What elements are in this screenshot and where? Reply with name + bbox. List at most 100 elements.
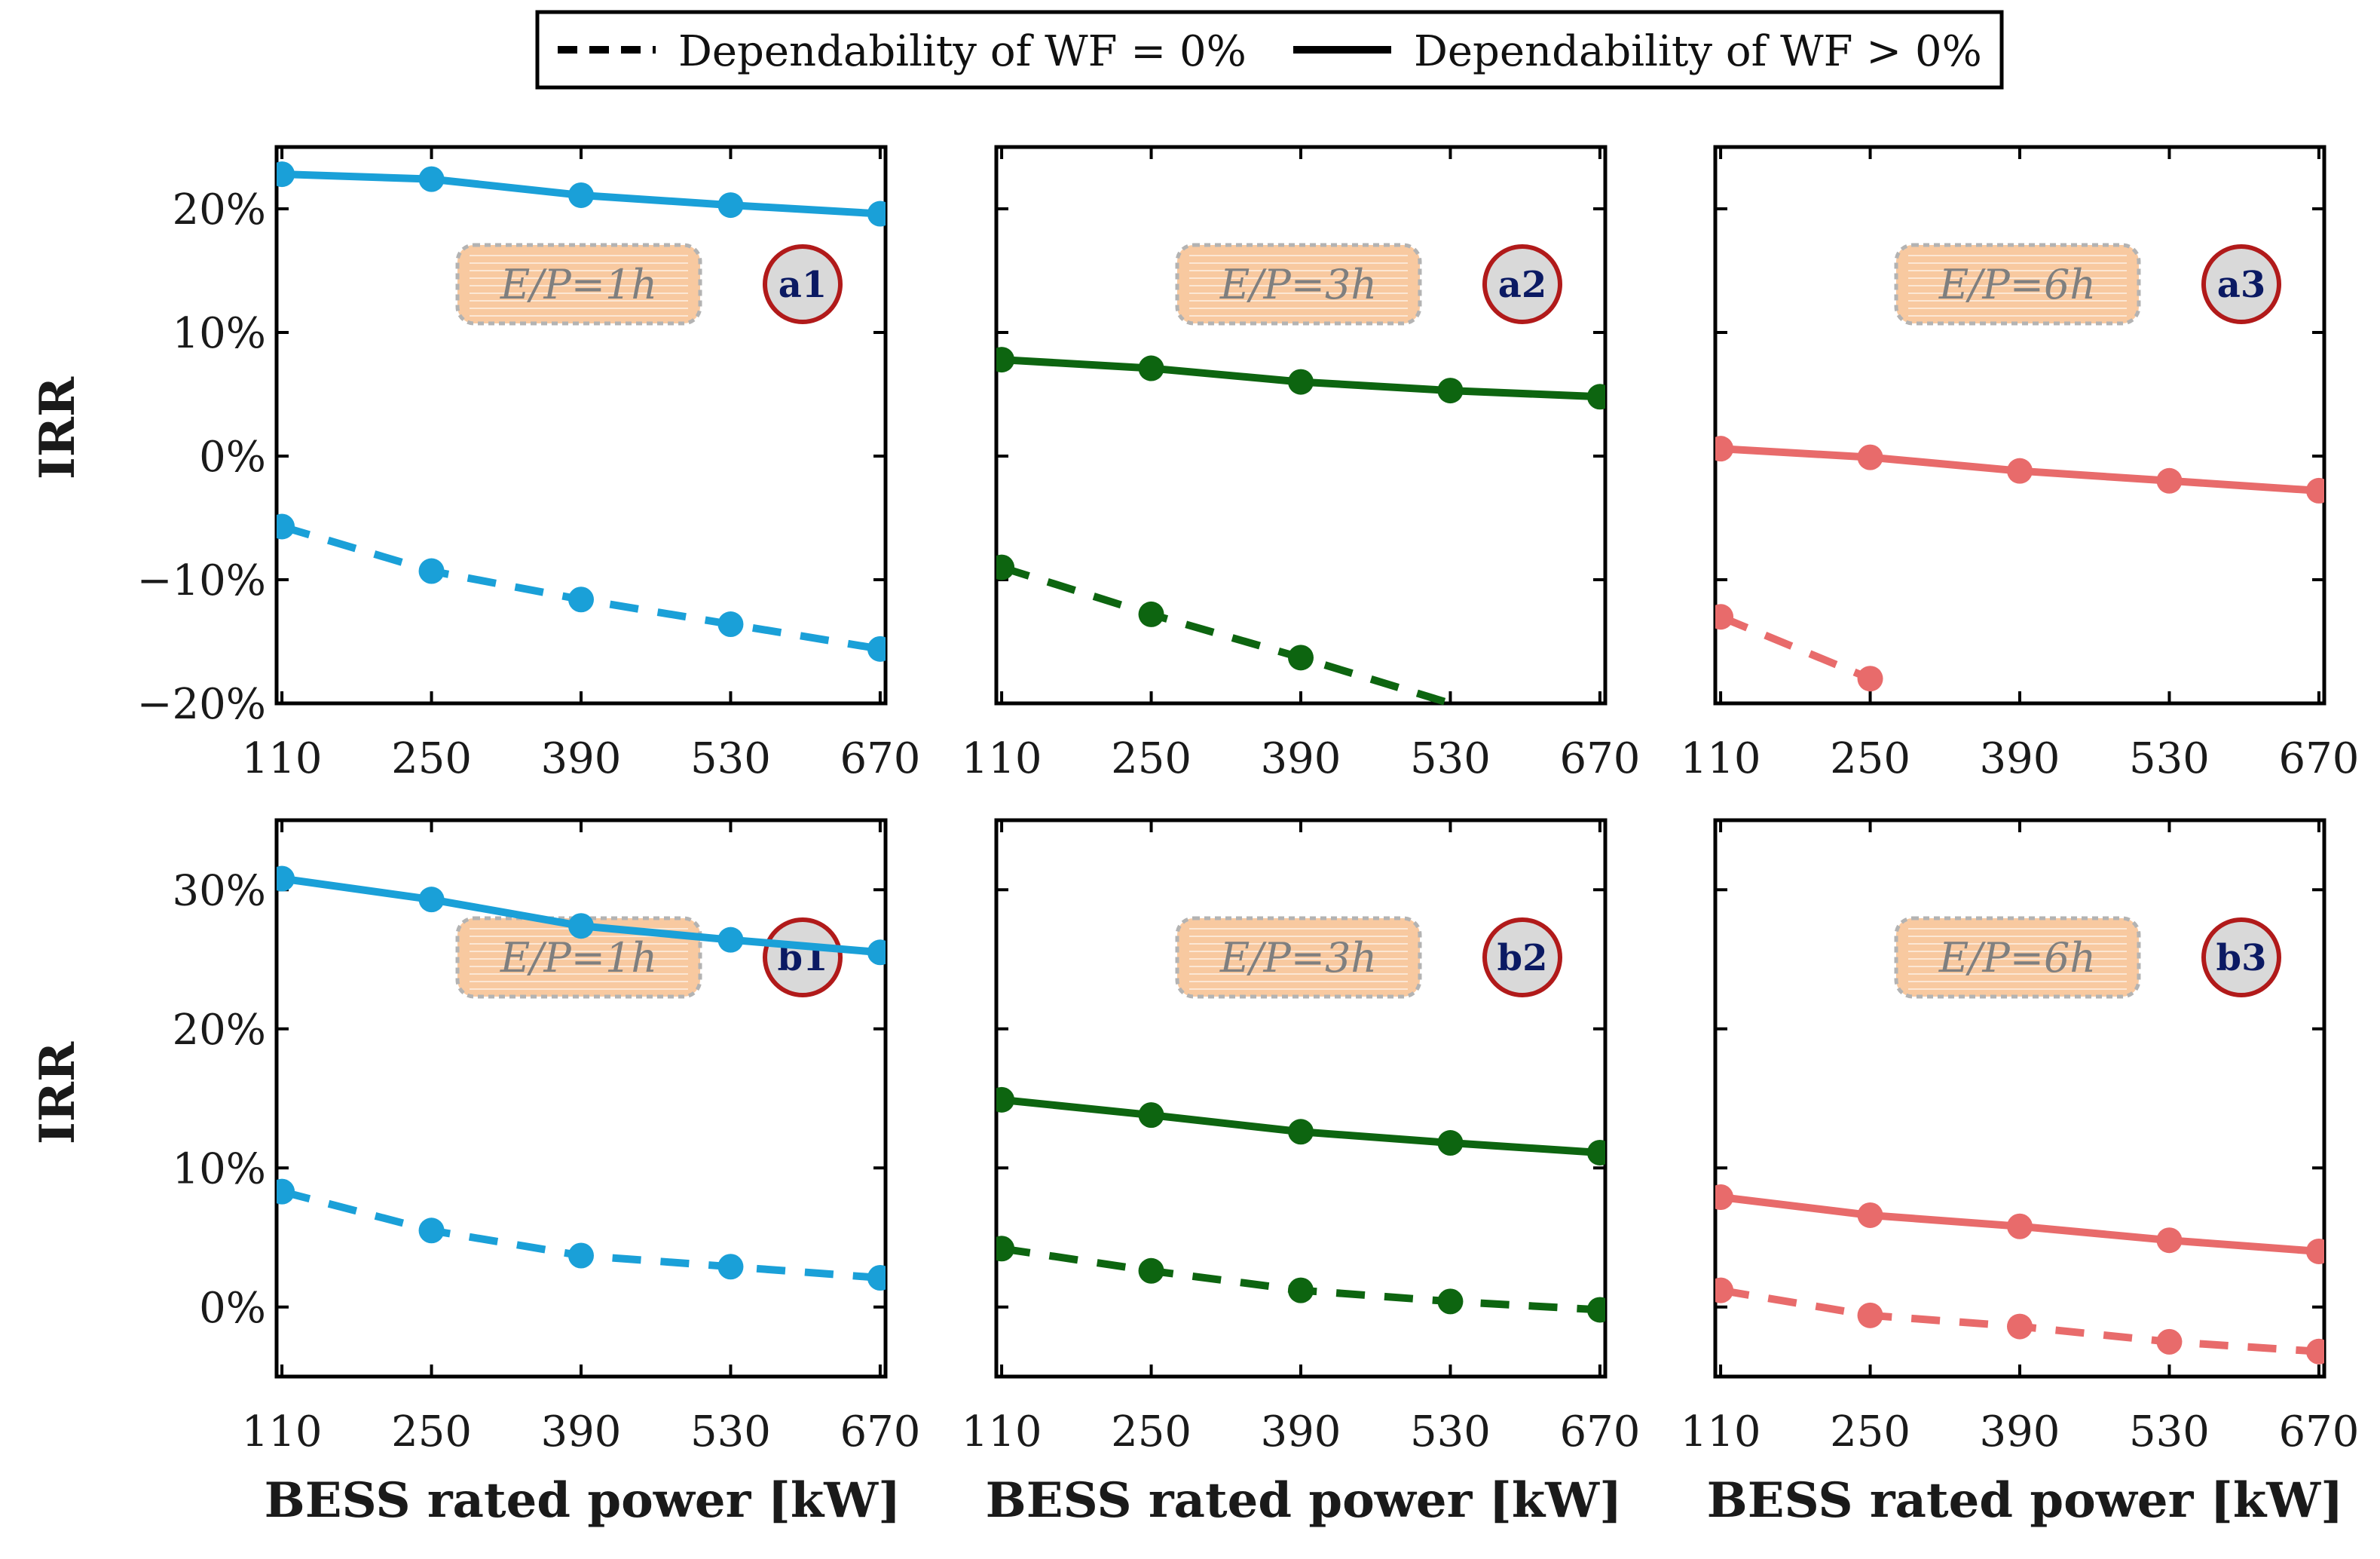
badge-circle: [1482, 917, 1562, 997]
panel-b3: 110 250 390 530 670 E/P=6h b3: [1681, 818, 2359, 1456]
data-point-solid: [867, 201, 886, 227]
panel-b3-frame: [1713, 818, 2326, 1379]
x-axis-label-middle: BESS rated power [kW]: [986, 1472, 1623, 1529]
y-tick-label: 30%: [173, 866, 266, 915]
y-tick-label: −20%: [137, 680, 266, 729]
panel-a2-frame: [994, 145, 1608, 706]
x-tick-label: 670: [840, 734, 920, 783]
data-point-dashed: [996, 1236, 1015, 1262]
badge-label: a1: [779, 264, 827, 306]
badge-circle: [2201, 917, 2281, 997]
panel-b2-ep-box: E/P=3h: [1175, 916, 1422, 999]
y-tick-label: 20%: [173, 185, 266, 234]
x-tick-label: 250: [391, 734, 472, 783]
x-tick-label: 530: [1410, 734, 1491, 783]
data-point-dashed: [418, 558, 445, 584]
badge-circle: [763, 917, 843, 997]
panel-b2-data: [996, 1086, 1605, 1323]
data-point-dashed: [1437, 1288, 1464, 1315]
panel-b1-data: [277, 865, 886, 1291]
ep-box-background: [455, 243, 702, 326]
ep-box-background: [1175, 916, 1422, 999]
data-point-solid: [1437, 1130, 1464, 1156]
data-point-dashed: [1138, 601, 1164, 627]
data-point-solid: [996, 1086, 1015, 1113]
x-tick-label: 530: [690, 734, 771, 783]
data-point-solid: [277, 161, 295, 188]
y-tick-label: 10%: [173, 1144, 266, 1193]
legend: Dependability of WF = 0% Dependability o…: [535, 10, 2004, 90]
ep-label: E/P=6h: [1938, 934, 2096, 982]
x-tick-label: 530: [690, 1407, 771, 1456]
x-tick-label: 250: [1830, 1407, 1910, 1456]
panel-a2-ep-box: E/P=3h: [1175, 243, 1422, 326]
x-tick-label: 250: [1111, 734, 1192, 783]
x-tick-label: 670: [2278, 734, 2359, 783]
data-point-dashed: [1715, 604, 1734, 630]
x-tick-label: 390: [541, 1407, 622, 1456]
data-point-dashed: [568, 587, 594, 613]
badge-circle: [2201, 244, 2281, 324]
x-axis-label-left: BESS rated power [kW]: [265, 1472, 901, 1529]
ep-box-background: [455, 916, 702, 999]
x-tick-label: 250: [1830, 734, 1910, 783]
panel-b1: 110 250 390 530 670 0% 10% 20% 30% E/P=1h b1: [173, 818, 920, 1456]
x-tick-label: 530: [2129, 734, 2210, 783]
panel-a1: 110 250 390 530 670 −20% −10% 0% 10% 20% E/P=1h a1: [137, 145, 920, 783]
data-point-dashed: [996, 554, 1015, 580]
panel-a1-frame: [274, 145, 888, 706]
data-point-solid: [1437, 378, 1464, 404]
badge-label: b3: [2216, 937, 2267, 979]
x-tick-label: 110: [962, 1407, 1042, 1456]
data-point-dashed: [867, 1265, 886, 1291]
legend-dashed-label: Dependability of WF = 0%: [678, 27, 1247, 76]
x-tick-label: 530: [2129, 1407, 2210, 1456]
data-point-solid: [418, 887, 445, 913]
x-tick-label: 110: [242, 734, 323, 783]
badge-circle: [763, 244, 843, 324]
data-point-dashed: [1288, 645, 1314, 671]
data-point-dashed: [867, 636, 886, 662]
badge-label: a2: [1498, 264, 1547, 306]
x-tick-label: 670: [1559, 1407, 1640, 1456]
x-tick-label: 670: [1559, 734, 1640, 783]
badge-label: b2: [1497, 937, 1548, 979]
panel-b3-ep-box: E/P=6h: [1894, 916, 2141, 999]
x-tick-label: 250: [1111, 1407, 1192, 1456]
data-point-solid: [2305, 1238, 2324, 1264]
data-point-solid: [1586, 1139, 1605, 1165]
y-tick-label: 10%: [173, 309, 266, 358]
data-point-dashed: [277, 513, 295, 540]
ep-box-background: [1175, 243, 1422, 326]
ep-label: E/P=6h: [1938, 261, 2096, 308]
data-point-dashed: [1288, 1277, 1314, 1303]
series-line-dashed: [1719, 613, 1872, 682]
panel-a3-ep-box: E/P=6h: [1894, 243, 2141, 326]
data-point-solid: [568, 913, 594, 939]
x-tick-label: 110: [1681, 734, 1761, 783]
panel-b1-badge: b1: [763, 917, 843, 997]
data-point-dashed: [568, 1242, 594, 1269]
panel-a2-badge: a2: [1482, 244, 1562, 324]
ep-box-background: [1894, 243, 2141, 326]
x-tick-label: 390: [1980, 734, 2060, 783]
data-point-dashed: [1857, 1302, 1883, 1328]
panel-a2: 110 250 390 530 670 E/P=3h a2: [962, 145, 1640, 783]
data-point-solid: [996, 347, 1015, 373]
x-tick-label: 250: [391, 1407, 472, 1456]
x-tick-label: 390: [1980, 1407, 2060, 1456]
badge-circle: [1482, 244, 1562, 324]
data-point-solid: [717, 192, 744, 219]
data-point-solid: [1138, 355, 1164, 381]
legend-solid-label: Dependability of WF > 0%: [1414, 27, 1982, 76]
data-point-dashed: [1715, 1277, 1734, 1303]
data-point-solid: [867, 939, 886, 966]
x-axis-label-right: BESS rated power [kW]: [1707, 1472, 2344, 1529]
ep-label: E/P=3h: [1219, 934, 1377, 982]
x-tick-label: 390: [541, 734, 622, 783]
panel-a1-ep-box: E/P=1h: [455, 243, 702, 326]
data-point-solid: [1138, 1102, 1164, 1129]
panel-a1-data: [277, 161, 886, 662]
legend-box: [535, 10, 2004, 90]
ep-label: E/P=1h: [500, 934, 657, 982]
